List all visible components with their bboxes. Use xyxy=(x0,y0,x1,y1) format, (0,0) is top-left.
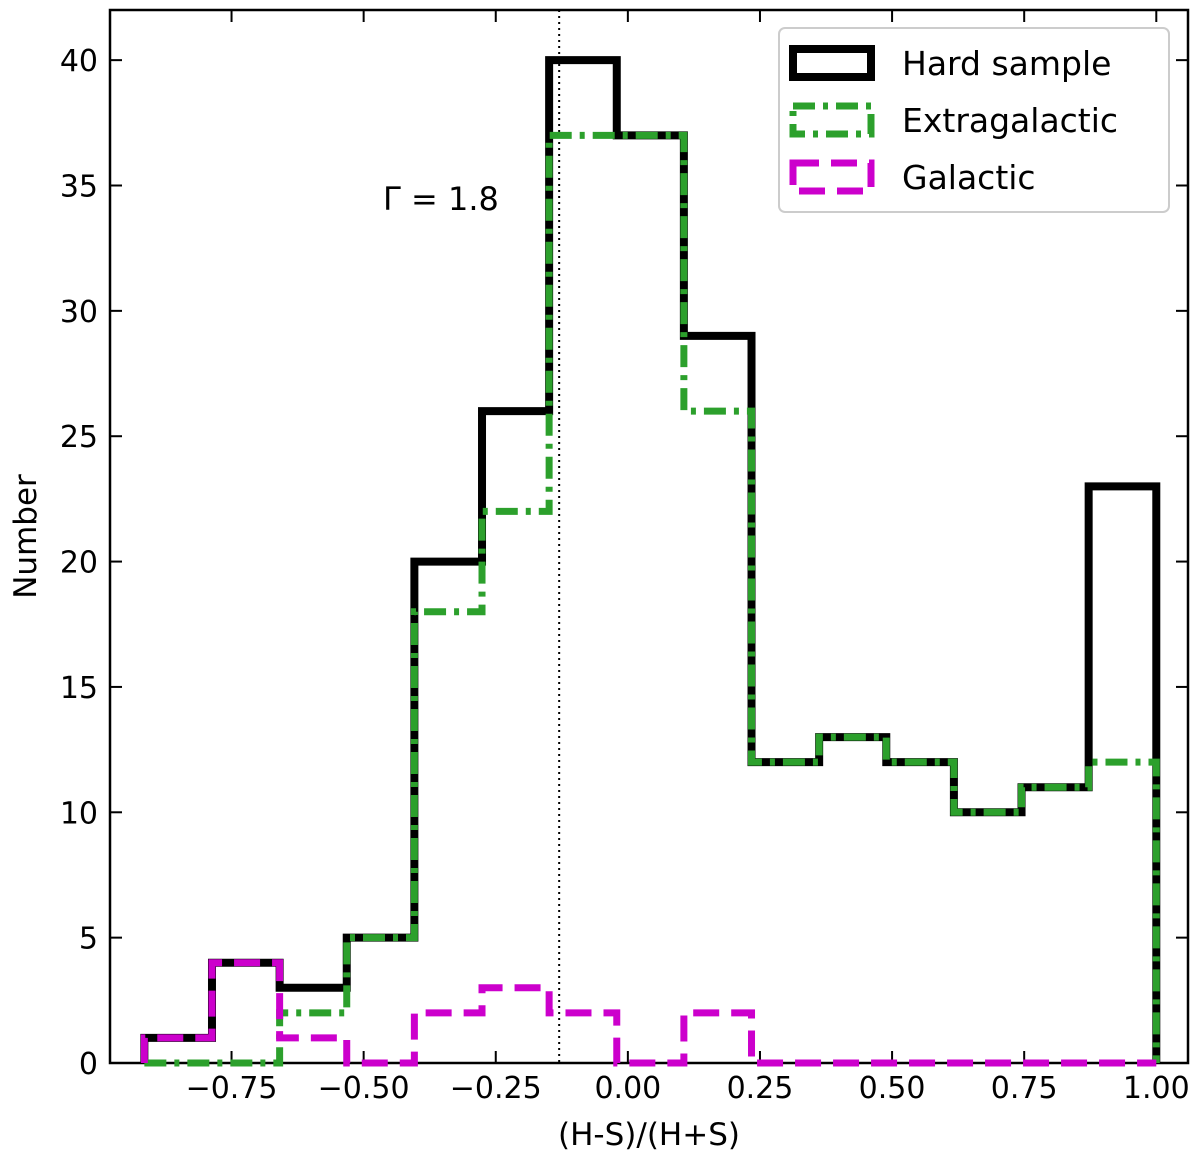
x-tick-label: −0.25 xyxy=(450,1071,542,1106)
x-tick-label: 0.00 xyxy=(594,1071,661,1106)
x-axis-label: (H-S)/(H+S) xyxy=(558,1117,740,1153)
x-tick-label: −0.75 xyxy=(186,1071,278,1106)
legend-swatch xyxy=(789,102,875,138)
series-galactic-step xyxy=(140,959,1157,1067)
legend-swatch xyxy=(789,159,875,195)
legend-box xyxy=(778,27,1170,213)
y-tick-label: 20 xyxy=(60,546,98,581)
legend-label: Galactic xyxy=(902,158,1036,197)
y-tick-label: 40 xyxy=(60,44,98,79)
y-tick-label: 15 xyxy=(60,671,98,706)
x-tick-label: 0.50 xyxy=(859,1071,926,1106)
x-tick-label: 0.75 xyxy=(991,1071,1058,1106)
y-tick-label: 30 xyxy=(60,295,98,330)
x-tick-label: 1.00 xyxy=(1123,1071,1190,1106)
x-tick-label: −0.50 xyxy=(318,1071,410,1106)
legend-label: Extragalactic xyxy=(902,101,1118,140)
y-tick-label: 25 xyxy=(60,420,98,455)
series-extragalactic-step xyxy=(144,131,1160,1067)
y-tick-label: 10 xyxy=(60,796,98,831)
gamma-annotation: Γ = 1.8 xyxy=(383,180,499,218)
y-tick-label: 5 xyxy=(79,922,98,957)
legend-swatch xyxy=(789,45,875,81)
y-axis-label: Number xyxy=(8,474,44,599)
x-tick-label: 0.25 xyxy=(727,1071,794,1106)
y-tick-label: 0 xyxy=(79,1047,98,1082)
legend-label: Hard sample xyxy=(902,44,1111,83)
y-tick-label: 35 xyxy=(60,170,98,205)
